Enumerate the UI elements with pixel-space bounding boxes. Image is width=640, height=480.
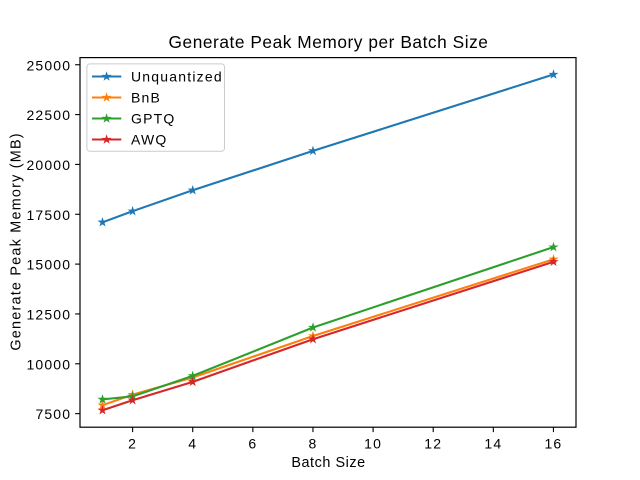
svg-text:Generate Peak Memory per Batch: Generate Peak Memory per Batch Size: [169, 32, 489, 52]
svg-text:25000: 25000: [27, 57, 72, 73]
svg-text:20000: 20000: [27, 157, 72, 173]
svg-text:10: 10: [364, 436, 382, 452]
svg-text:AWQ: AWQ: [131, 132, 168, 148]
svg-text:6: 6: [248, 436, 257, 452]
svg-text:Batch Size: Batch Size: [291, 455, 365, 471]
svg-text:GPTQ: GPTQ: [131, 111, 175, 127]
svg-text:16: 16: [545, 436, 563, 452]
svg-text:2: 2: [128, 436, 137, 452]
svg-text:10000: 10000: [27, 356, 72, 372]
svg-text:BnB: BnB: [131, 90, 161, 106]
svg-text:12: 12: [424, 436, 442, 452]
svg-text:Generate Peak Memory (MB): Generate Peak Memory (MB): [9, 132, 25, 350]
svg-text:17500: 17500: [27, 207, 72, 223]
svg-text:8: 8: [309, 436, 318, 452]
svg-text:14: 14: [484, 436, 502, 452]
svg-text:15000: 15000: [27, 257, 72, 273]
svg-text:12500: 12500: [27, 306, 72, 322]
svg-text:Unquantized: Unquantized: [131, 69, 223, 85]
svg-text:7500: 7500: [35, 406, 71, 422]
svg-text:22500: 22500: [27, 107, 72, 123]
svg-text:4: 4: [188, 436, 197, 452]
